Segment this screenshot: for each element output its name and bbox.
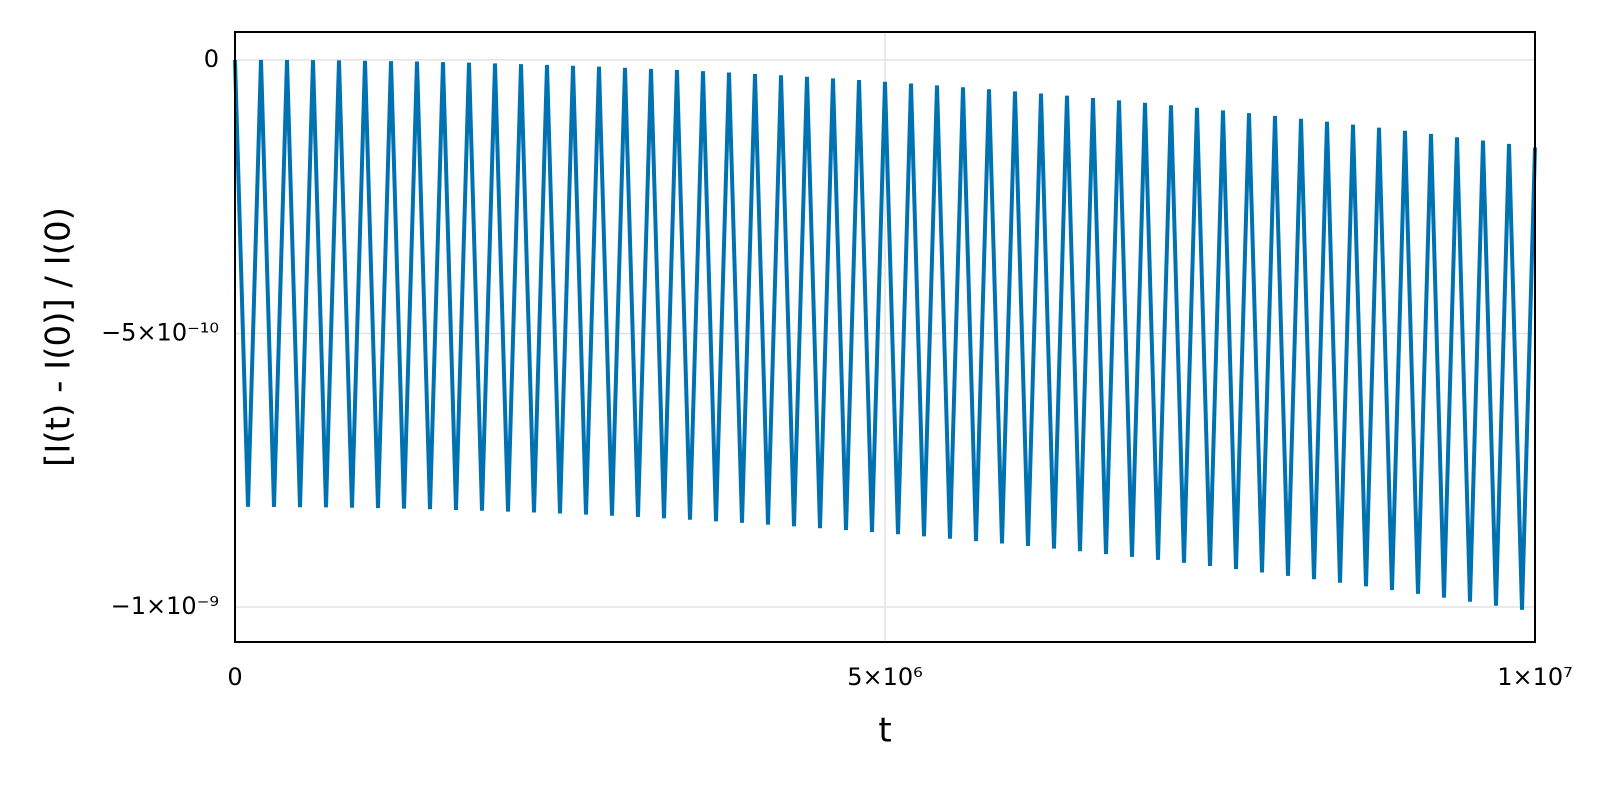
x-axis-label: t	[878, 711, 891, 751]
y-axis-label: [I(t) - I(0)] / I(0)	[39, 207, 79, 467]
y-tick-label: −5×10⁻¹⁰	[101, 318, 219, 346]
x-tick-label: 1×10⁷	[1497, 663, 1573, 691]
data-line	[233, 59, 1537, 610]
plot-frame	[234, 31, 1536, 643]
y-tick-label: 0	[204, 45, 219, 73]
y-tick-label: −1×10⁻⁹	[111, 592, 219, 620]
x-tick-label: 5×10⁶	[847, 663, 923, 691]
x-tick-label: 0	[227, 663, 242, 691]
